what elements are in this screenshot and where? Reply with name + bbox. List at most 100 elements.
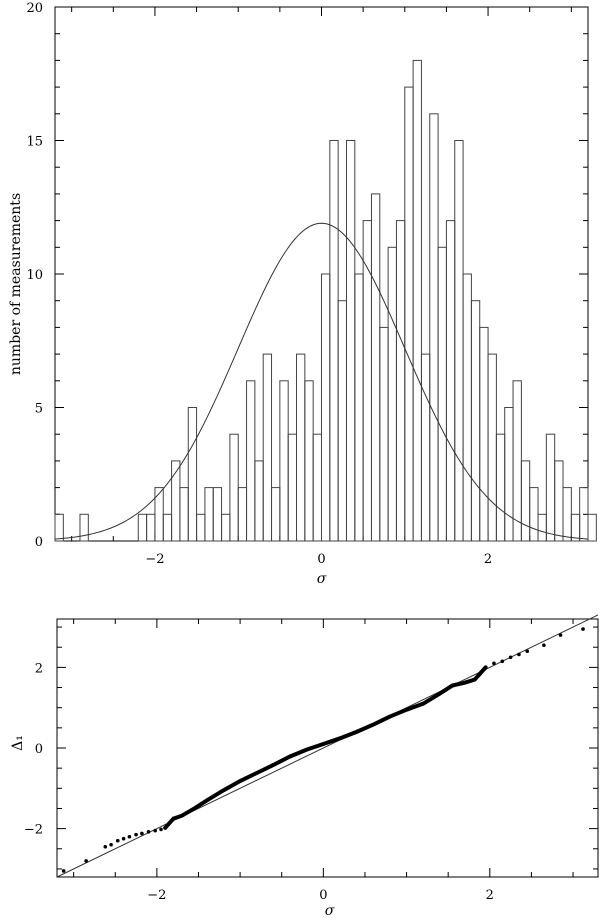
histogram-bar	[487, 353, 497, 542]
x-tick-label: 2	[484, 552, 492, 567]
histogram-bar	[412, 59, 422, 542]
data-point	[508, 655, 513, 660]
histogram-bar	[254, 460, 264, 542]
histogram-bar	[304, 380, 314, 542]
data-point	[153, 828, 158, 833]
histogram-bar	[495, 433, 506, 542]
data-point	[450, 683, 455, 688]
histogram-bar	[437, 246, 447, 542]
data-point	[146, 830, 151, 834]
histogram-bar	[179, 487, 189, 542]
y-tick-label: 20	[26, 1, 43, 16]
histogram-bar	[429, 113, 439, 542]
data-point	[163, 826, 167, 830]
data-point	[492, 661, 496, 666]
data-point	[238, 779, 242, 783]
histogram-bar	[404, 86, 414, 542]
data-point	[61, 869, 66, 873]
data-point	[473, 677, 477, 682]
data-point	[388, 714, 392, 719]
data-point	[500, 659, 505, 664]
x-tick-label: −2	[145, 552, 164, 567]
histogram-bar	[529, 487, 539, 542]
histogram-bar	[212, 487, 223, 542]
histogram-bar	[337, 300, 347, 542]
data-point	[221, 788, 226, 793]
histogram-bar	[162, 513, 173, 542]
data-point	[109, 842, 113, 847]
histogram-bar	[387, 246, 397, 542]
plot-frame	[56, 618, 599, 878]
data-point	[558, 633, 563, 637]
histogram-bar	[154, 487, 164, 542]
data-point	[159, 827, 163, 832]
data-point	[304, 747, 309, 752]
histogram-bar	[187, 407, 198, 542]
histogram-bar	[345, 140, 356, 542]
data-point	[338, 736, 342, 741]
data-point	[463, 680, 467, 685]
histogram-bar	[470, 300, 481, 542]
histogram-bar	[196, 513, 206, 542]
histogram-bar	[462, 273, 472, 542]
histogram-bar	[554, 460, 564, 542]
histogram-bar	[137, 513, 148, 542]
histogram-bar	[520, 460, 531, 542]
data-point	[525, 649, 530, 654]
histogram-bar	[545, 433, 556, 542]
data-point	[205, 798, 209, 803]
histogram-bar	[479, 326, 489, 542]
histogram-bar	[271, 487, 281, 542]
y-tick-label: 0	[35, 535, 43, 550]
data-point	[103, 844, 108, 849]
histogram-bar	[279, 380, 289, 542]
histogram-bar	[512, 380, 522, 542]
histogram-bar	[204, 487, 214, 542]
data-point	[321, 742, 326, 746]
data-point	[438, 691, 442, 696]
data-point	[134, 832, 138, 837]
y-tick-label: 5	[35, 402, 43, 417]
y-tick-label: 2	[35, 661, 43, 676]
histogram-bar	[562, 487, 572, 542]
data-point	[254, 771, 259, 775]
data-point	[180, 813, 184, 818]
y-axis-label: Δ₁	[10, 735, 26, 751]
data-point	[192, 806, 197, 811]
histogram-bar	[537, 513, 547, 542]
histogram-bar	[329, 140, 339, 542]
y-tick-label: 10	[26, 268, 43, 283]
y-tick-label: −2	[24, 823, 43, 838]
histogram-bar	[287, 433, 298, 542]
histogram-bar	[504, 407, 514, 542]
data-point	[421, 701, 426, 706]
histogram-bar	[395, 220, 406, 542]
gaussian-fit-line	[54, 222, 589, 540]
histogram-bar	[570, 513, 581, 542]
histogram-bar	[445, 220, 456, 542]
histogram-bar	[229, 433, 239, 542]
x-tick-label: 0	[319, 888, 327, 903]
histogram-bar	[370, 193, 381, 542]
data-point	[288, 754, 292, 759]
histogram-bar	[354, 273, 364, 542]
y-axis-label: number of measurements	[8, 193, 24, 375]
histogram-bar	[237, 487, 248, 542]
data-point	[84, 859, 88, 863]
data-point	[483, 665, 488, 670]
histogram-bar	[54, 513, 64, 542]
data-point	[121, 836, 126, 841]
data-point	[354, 730, 359, 734]
data-point	[171, 816, 176, 821]
data-point	[140, 831, 144, 836]
data-point	[517, 652, 521, 657]
data-point	[127, 834, 132, 839]
data-point	[542, 643, 546, 648]
x-tick-label: 0	[317, 552, 325, 567]
x-axis-label: σ	[325, 903, 335, 918]
histogram-bar	[312, 433, 322, 542]
data-point	[115, 838, 120, 843]
reference-line	[56, 614, 599, 878]
histogram-bar	[420, 353, 431, 542]
